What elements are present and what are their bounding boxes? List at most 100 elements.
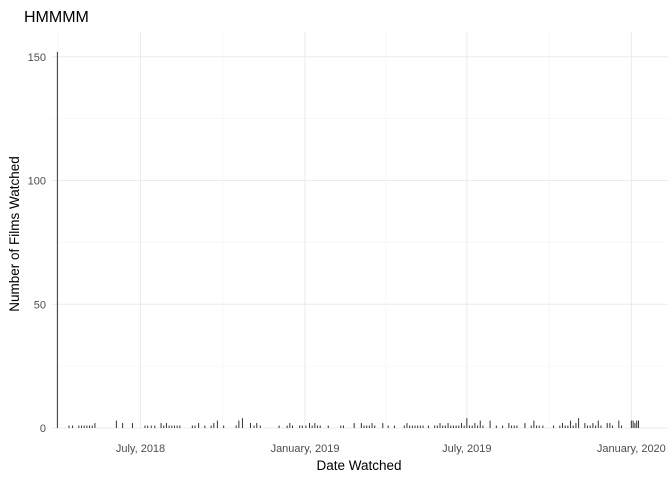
bar [422, 425, 424, 428]
bar [154, 425, 156, 428]
bar [609, 423, 611, 428]
bar [289, 423, 291, 428]
bar [414, 425, 416, 428]
bar [564, 425, 566, 428]
bar [575, 423, 577, 428]
bar [150, 425, 152, 428]
bar [86, 425, 88, 428]
bar [536, 425, 538, 428]
bar [538, 425, 540, 428]
bar [311, 425, 313, 428]
bar [636, 420, 638, 428]
bar [163, 425, 165, 428]
bar [204, 425, 206, 428]
bar [471, 425, 473, 428]
bar [374, 425, 376, 428]
bar [72, 425, 74, 428]
bar [363, 425, 365, 428]
bar [382, 423, 384, 428]
x-tick-label: July, 2018 [116, 443, 165, 455]
bar [241, 418, 243, 428]
bar [427, 425, 429, 428]
y-tick-label: 100 [28, 176, 46, 188]
bar [223, 425, 225, 428]
bar [78, 425, 80, 428]
bar [314, 423, 316, 428]
bars [56, 51, 639, 429]
bar [340, 425, 342, 428]
bar [147, 425, 149, 428]
bar [589, 425, 591, 428]
bar [387, 425, 389, 428]
bar [460, 423, 462, 428]
bar [353, 423, 355, 428]
bar [286, 425, 288, 428]
bar [160, 423, 162, 428]
bar [502, 425, 504, 428]
bar [474, 423, 476, 428]
bar [439, 423, 441, 428]
bar [618, 420, 620, 428]
bar [235, 425, 237, 428]
bar [238, 420, 240, 428]
bar [513, 425, 515, 428]
bar [411, 425, 413, 428]
bar [191, 425, 193, 428]
bar [634, 423, 636, 428]
bar [570, 420, 572, 428]
bar [450, 425, 452, 428]
bar [210, 425, 212, 428]
bar [542, 425, 544, 428]
bar [600, 425, 602, 428]
bar [278, 425, 280, 428]
bar [632, 420, 634, 428]
bar [606, 423, 608, 428]
bar [572, 425, 574, 428]
bar [56, 51, 58, 429]
bar [131, 423, 133, 428]
bar [165, 423, 167, 428]
bar [171, 425, 173, 428]
y-tick-label: 0 [40, 423, 46, 435]
bar [179, 425, 181, 428]
bar [256, 423, 258, 428]
bar [466, 418, 468, 428]
y-axis-ticks: 0 50 100 150 [28, 52, 46, 435]
bar [253, 425, 255, 428]
x-tick-label: January, 2020 [597, 443, 666, 455]
bar [469, 425, 471, 428]
bar [495, 425, 497, 428]
bar [419, 425, 421, 428]
x-tick-label: January, 2019 [271, 443, 340, 455]
bar [630, 420, 632, 428]
bar [597, 420, 599, 428]
bar [393, 425, 395, 428]
bar [68, 425, 70, 428]
bar [198, 423, 200, 428]
bar [434, 425, 436, 428]
bar [584, 423, 586, 428]
bar [530, 425, 532, 428]
bar [317, 425, 319, 428]
bar [406, 423, 408, 428]
bar [587, 425, 589, 428]
bar [553, 425, 555, 428]
bar [371, 423, 373, 428]
bar [122, 423, 124, 428]
bar [83, 425, 85, 428]
x-axis-title: Date Watched [316, 458, 401, 473]
bar [168, 425, 170, 428]
bar [436, 425, 438, 428]
bar [562, 423, 564, 428]
bar [621, 425, 623, 428]
y-axis-title: Number of Films Watched [7, 156, 22, 312]
bar [533, 420, 535, 428]
bar [81, 425, 83, 428]
x-axis-ticks: July, 2018 January, 2019 July, 2019 January… [116, 443, 666, 455]
bar [342, 425, 344, 428]
bar [194, 425, 196, 428]
bar [578, 418, 580, 428]
bar [508, 423, 510, 428]
chart-title: HMMMM [24, 9, 89, 26]
bar [442, 425, 444, 428]
